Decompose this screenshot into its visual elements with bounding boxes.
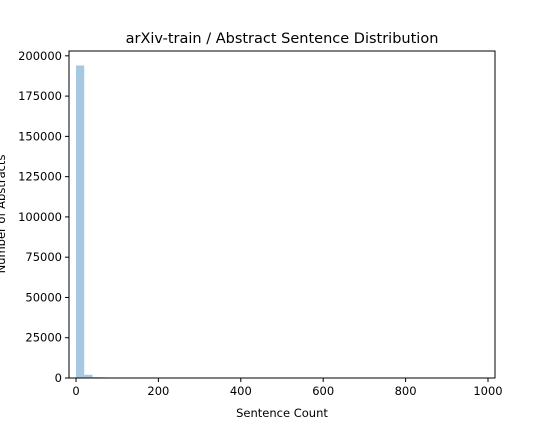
y-tick-label: 150000 (18, 129, 62, 143)
plot-frame (68, 50, 496, 379)
histogram-bar (76, 65, 85, 379)
chart-title: arXiv-train / Abstract Sentence Distribu… (126, 31, 439, 47)
y-tick-label: 0 (55, 371, 62, 385)
y-axis: 0 25000 50000 75000 100000 125000 150000 175000… (18, 49, 69, 385)
y-tick-label: 75000 (25, 250, 62, 264)
y-tick-label: 100000 (18, 210, 62, 224)
x-axis-label: Sentence Count (236, 406, 328, 420)
y-axis-label: Number of Abstracts (0, 155, 8, 274)
y-tick-label: 200000 (18, 49, 62, 63)
x-tick-label: 0 (72, 384, 79, 398)
x-tick-label: 1000 (473, 384, 502, 398)
y-tick-label: 50000 (25, 290, 62, 304)
x-tick-label: 600 (312, 384, 334, 398)
x-axis: 0 200 400 600 800 1000 (72, 378, 503, 398)
histogram-bar (84, 374, 93, 378)
y-tick-label: 125000 (18, 170, 62, 184)
x-tick-label: 400 (230, 384, 252, 398)
x-tick-label: 200 (147, 384, 169, 398)
x-tick-label: 800 (395, 384, 417, 398)
y-tick-label: 175000 (18, 89, 62, 103)
y-tick-label: 25000 (25, 331, 62, 345)
